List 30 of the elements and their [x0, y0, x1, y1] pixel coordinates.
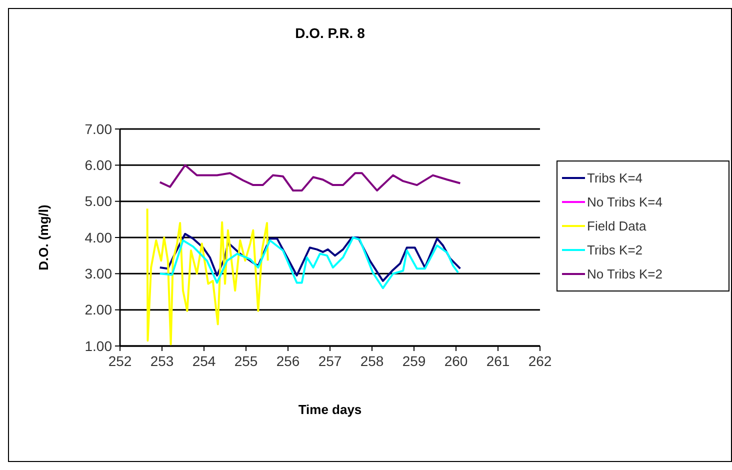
- y-tick-label: 5.00: [84, 193, 112, 210]
- x-tick-label: 259: [402, 353, 426, 369]
- y-tick-label: 6.00: [84, 157, 112, 174]
- x-tick-label: 262: [528, 353, 552, 369]
- legend-label: No Tribs K=4: [587, 194, 663, 210]
- x-tick-label: 256: [276, 353, 300, 369]
- line-series: [146, 208, 269, 346]
- y-tick-label: 2.00: [84, 302, 112, 318]
- legend-label: No Tribs K=2: [587, 266, 663, 282]
- x-tick-label: 260: [444, 353, 468, 369]
- x-tick-label: 253: [150, 353, 174, 369]
- legend-label: Tribs K=4: [587, 170, 643, 186]
- y-tick-label: 4.00: [84, 229, 112, 246]
- line-series: [158, 164, 462, 192]
- legend-label: Tribs K=2: [587, 242, 643, 258]
- line-series: [158, 236, 460, 290]
- x-axis-title: Time days: [298, 402, 362, 417]
- x-tick-label: 255: [234, 353, 258, 369]
- x-tick-label: 258: [360, 353, 384, 369]
- x-tick-label: 252: [108, 353, 132, 369]
- line-series: [158, 232, 462, 282]
- x-tick-label: 261: [486, 353, 510, 369]
- x-tick-label: 254: [192, 353, 216, 369]
- chart-title: D.O. P.R. 8: [295, 25, 366, 41]
- x-tick-label: 257: [318, 353, 342, 369]
- y-tick-label: 7.00: [84, 120, 112, 137]
- y-tick-label: 1.00: [84, 338, 112, 354]
- y-axis-title: D.O. (mg/l): [36, 204, 51, 270]
- legend-label: Field Data: [587, 218, 648, 234]
- y-tick-label: 3.00: [84, 266, 112, 282]
